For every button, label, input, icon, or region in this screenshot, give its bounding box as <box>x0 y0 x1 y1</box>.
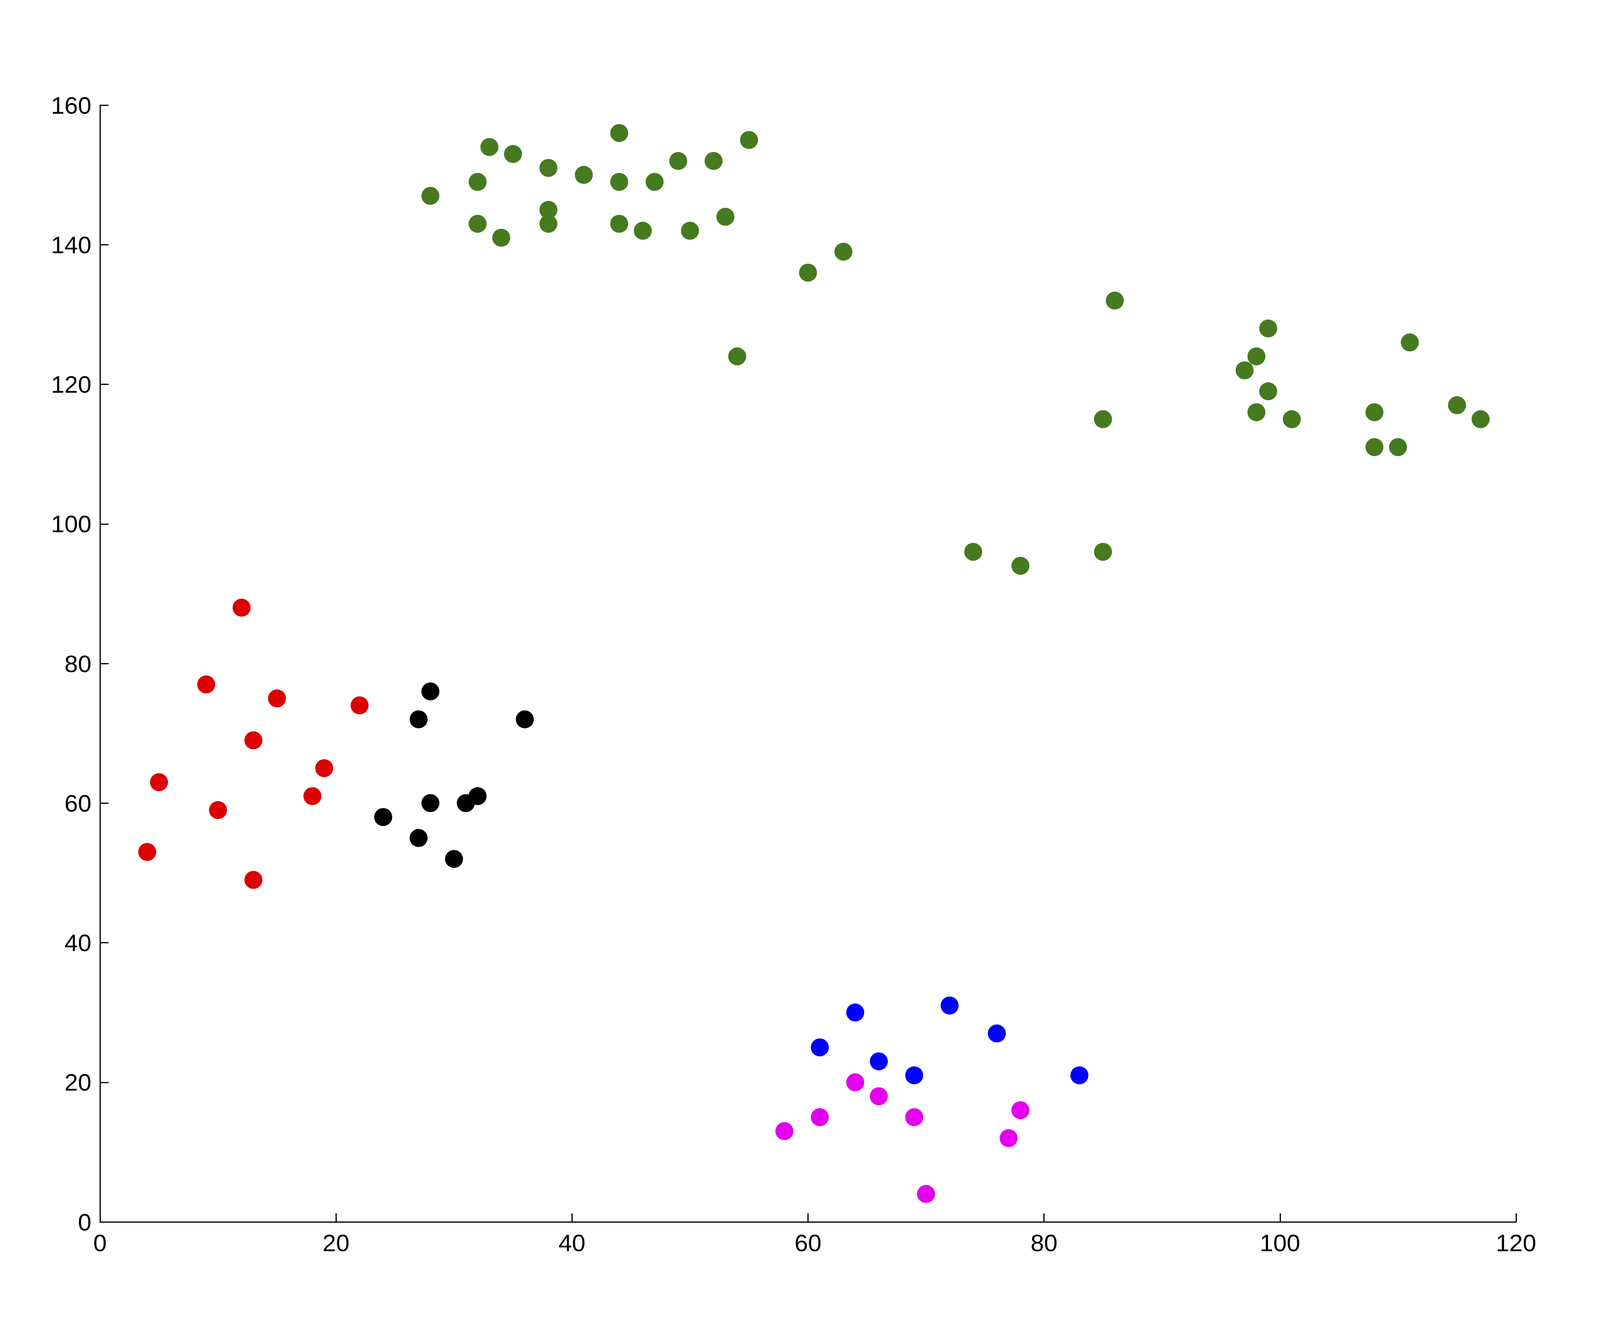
svg-text:100: 100 <box>51 510 92 538</box>
svg-text:120: 120 <box>51 370 92 398</box>
svg-text:40: 40 <box>64 928 92 956</box>
svg-text:160: 160 <box>51 91 92 119</box>
svg-text:0: 0 <box>93 1228 107 1256</box>
svg-text:80: 80 <box>1030 1228 1058 1256</box>
svg-text:0: 0 <box>78 1208 92 1236</box>
svg-text:120: 120 <box>1495 1228 1536 1256</box>
svg-text:60: 60 <box>64 789 92 817</box>
svg-text:20: 20 <box>64 1068 92 1096</box>
svg-text:60: 60 <box>794 1228 822 1256</box>
svg-text:100: 100 <box>1259 1228 1300 1256</box>
svg-text:20: 20 <box>322 1228 350 1256</box>
svg-text:80: 80 <box>64 650 92 677</box>
svg-text:140: 140 <box>51 231 92 259</box>
svg-text:40: 40 <box>558 1228 586 1256</box>
